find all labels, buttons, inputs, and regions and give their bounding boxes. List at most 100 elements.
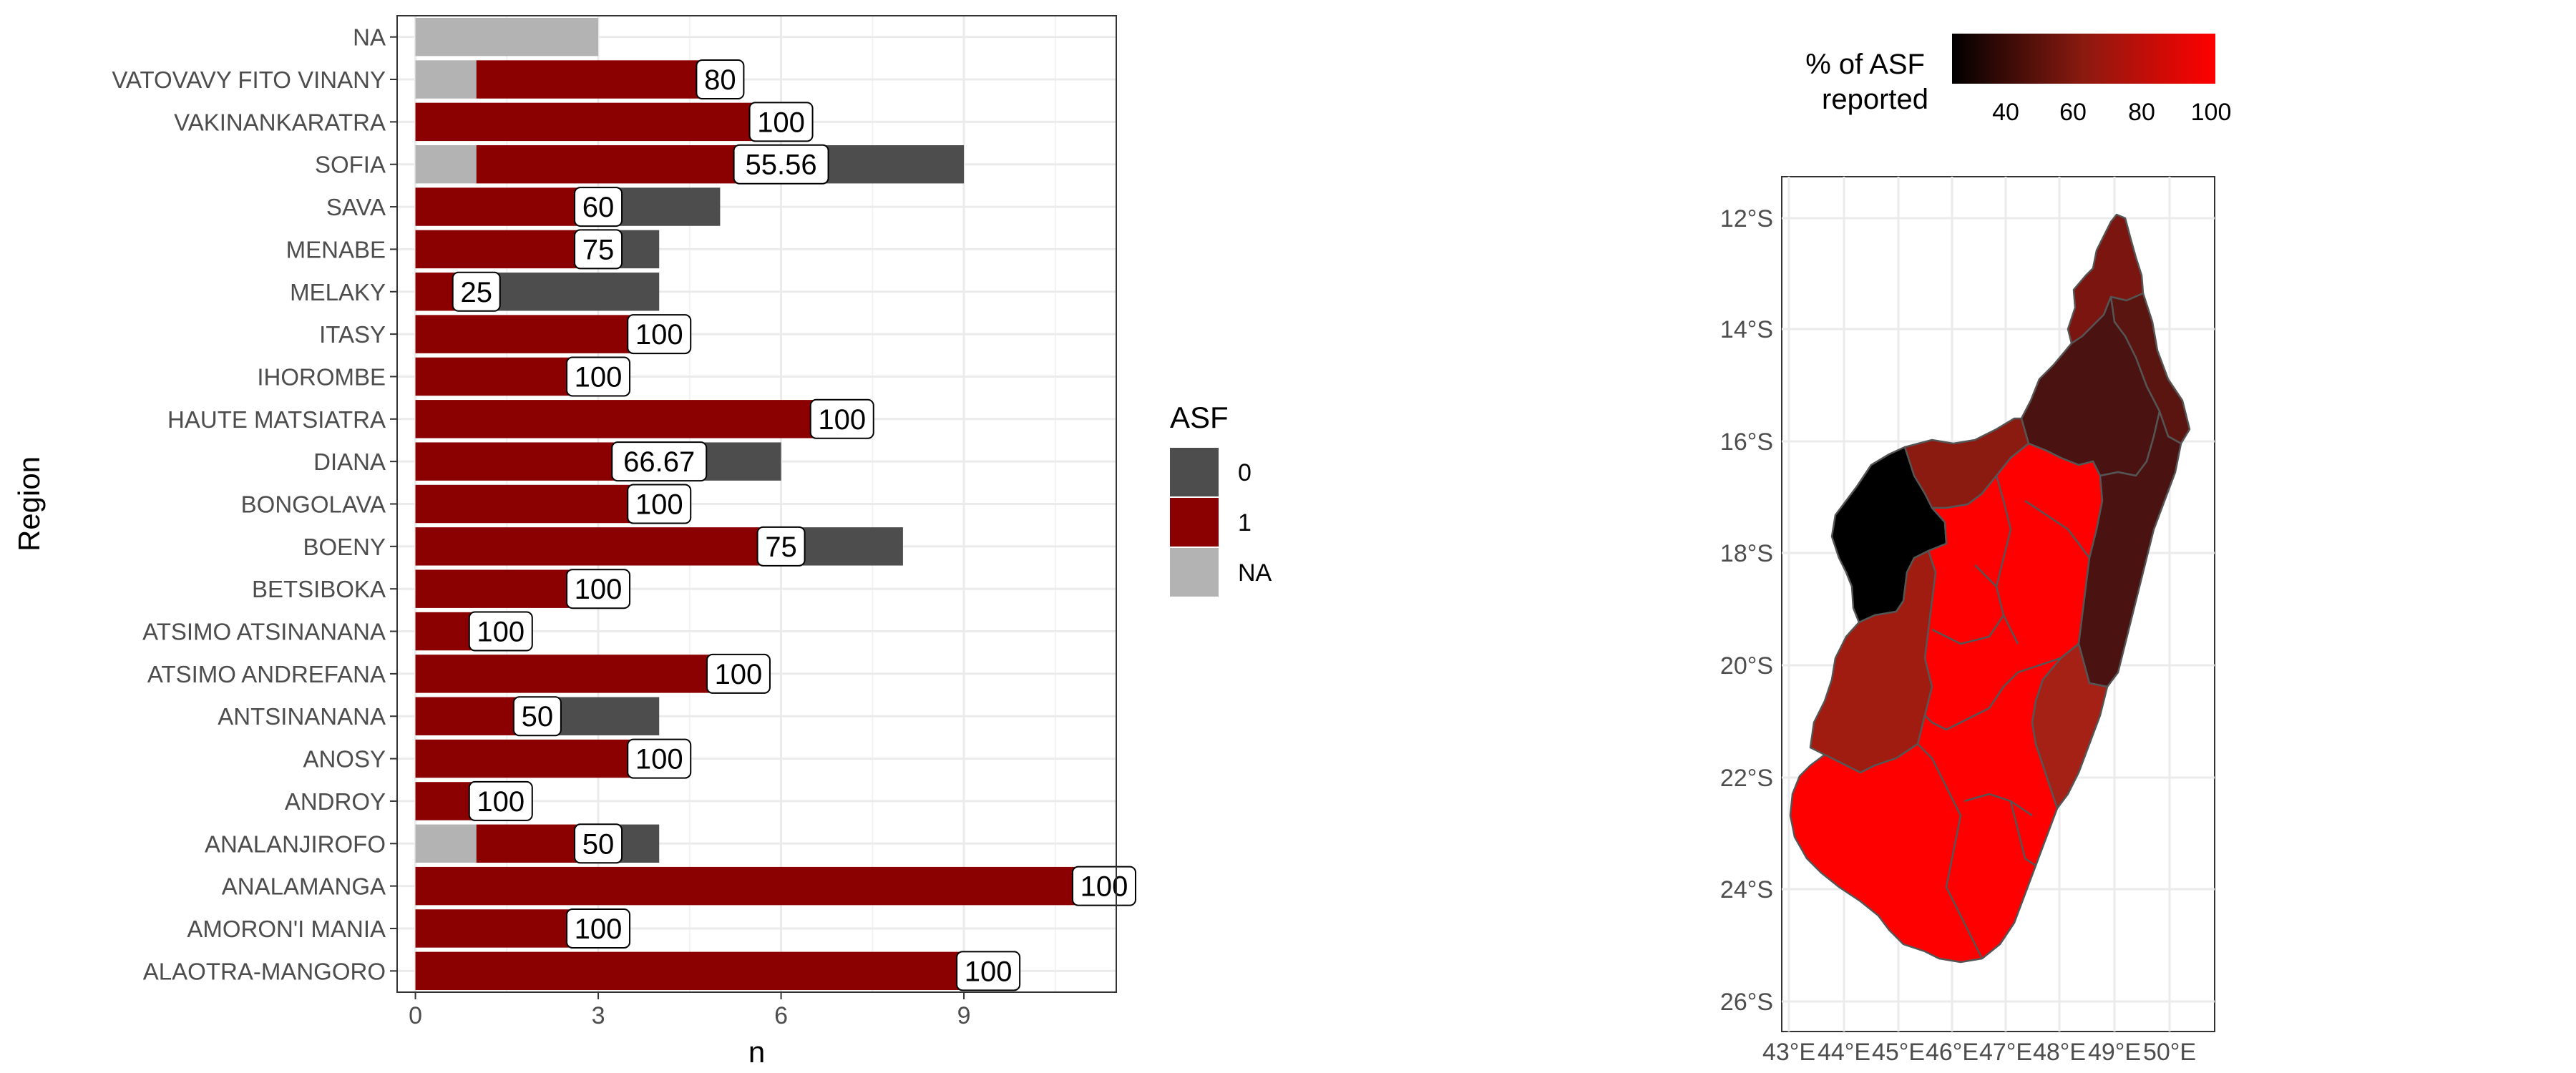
data-label: 60	[582, 192, 615, 223]
legend-key	[1170, 498, 1219, 547]
data-label: 100	[818, 404, 866, 436]
data-label: 100	[575, 913, 623, 945]
data-label-box	[733, 144, 829, 185]
lat-tick-26: 26°S	[1720, 989, 1773, 1016]
data-label: 100	[635, 489, 683, 521]
region-analamanga-center	[1923, 442, 2104, 731]
bar-segment-asf-1	[476, 60, 721, 99]
data-label-box	[611, 441, 708, 482]
region-vatovavy	[2031, 642, 2109, 810]
data-label-box	[748, 102, 814, 142]
x-tick-label: 9	[957, 1002, 971, 1029]
data-label: 55.56	[746, 150, 817, 181]
legend-key	[1170, 548, 1219, 597]
data-label: 100	[757, 107, 805, 138]
lon-tick-48: 48°E	[2033, 1039, 2086, 1066]
data-label-box	[512, 696, 562, 737]
data-label-box	[566, 908, 631, 949]
data-label-box	[627, 738, 692, 779]
colorbar-title-line1: % of ASF	[1805, 49, 1925, 80]
lon-tick-43: 43°E	[1762, 1039, 1815, 1066]
region-boeny	[1903, 417, 2030, 509]
madagascar-regions	[1789, 213, 2191, 964]
legend-label: 1	[1238, 509, 1252, 536]
lat-tick-14: 14°S	[1720, 316, 1773, 343]
data-label-box	[566, 356, 631, 397]
bar-segment-asf-1	[415, 655, 738, 693]
lon-tick-50: 50°E	[2143, 1039, 2196, 1066]
data-label: 66.67	[623, 446, 695, 478]
data-label: 100	[715, 659, 763, 690]
legend-key	[1170, 448, 1219, 496]
data-label: 100	[477, 786, 525, 818]
bar-segment-asf-1	[476, 145, 781, 184]
data-label-box	[696, 59, 745, 100]
data-label-box	[574, 229, 623, 270]
bar-segment-asf-1	[415, 400, 842, 438]
lat-tick-20: 20°S	[1720, 652, 1773, 680]
plot-frame	[396, 15, 1117, 993]
data-label: 50	[582, 828, 615, 860]
lat-tick-22: 22°S	[1720, 765, 1773, 792]
data-label-box	[627, 484, 692, 524]
bar-segment-asf-1	[415, 102, 781, 142]
lon-tick-49: 49°E	[2088, 1039, 2141, 1066]
y-tick-label: AMORON'I MANIA	[187, 916, 386, 942]
data-label: 25	[460, 277, 492, 308]
lat-tick-16: 16°S	[1720, 428, 1773, 456]
bar-segment-asf-na	[415, 60, 477, 99]
y-tick-label: ANALAMANGA	[222, 873, 386, 900]
y-tick-label: ANALANJIROFO	[205, 831, 386, 857]
y-tick-label: BOENY	[303, 534, 386, 560]
region-melaky	[1830, 446, 1948, 624]
y-tick-label: ANOSY	[303, 746, 386, 773]
colorbar-tick-80: 80	[2128, 99, 2155, 126]
y-axis-title: Region	[12, 456, 46, 552]
data-label-box	[627, 314, 692, 355]
y-tick-label: SOFIA	[315, 152, 386, 178]
lon-tick-44: 44°E	[1818, 1039, 1870, 1066]
data-label: 100	[1080, 871, 1128, 903]
map-frame	[1781, 176, 2215, 1032]
y-tick-label: DIANA	[313, 449, 386, 475]
data-label: 75	[765, 531, 797, 563]
x-tick-label: 6	[774, 1002, 788, 1029]
data-label: 100	[575, 574, 623, 605]
y-tick-label: ATSIMO ATSINANANA	[142, 619, 386, 645]
bar-segment-asf-na	[415, 145, 477, 184]
data-label: 100	[965, 956, 1013, 987]
data-label: 100	[477, 617, 525, 648]
bar-segment-asf-1	[415, 484, 660, 524]
data-label-box	[1071, 866, 1136, 906]
bar-segment-asf-1	[415, 866, 1104, 906]
map-gridlines	[1782, 177, 2215, 1032]
y-tick-label: HAUTE MATSIATRA	[167, 406, 386, 433]
lat-tick-12: 12°S	[1720, 205, 1773, 232]
lon-tick-45: 45°E	[1872, 1039, 1925, 1066]
x-tick-label: 0	[409, 1002, 422, 1029]
map-lat-axis: 12°S 14°S 16°S 18°S 20°S 22°S 24°S 26°S	[1720, 205, 1773, 1016]
legend-label: 0	[1238, 459, 1252, 486]
region-south-center	[1789, 657, 2062, 964]
bar-segment-asf-1	[415, 230, 599, 269]
data-label: 80	[704, 64, 736, 96]
y-tick-label: IHOROMBE	[257, 363, 386, 390]
data-label-box	[566, 569, 631, 609]
data-label-box	[452, 271, 501, 312]
y-tick-label: ITASY	[319, 321, 386, 348]
y-tick-label: MELAKY	[290, 279, 386, 305]
y-tick-label: MENABE	[286, 236, 386, 263]
lon-tick-46: 46°E	[1926, 1039, 1979, 1066]
map-lon-axis: 43°E 44°E 45°E 46°E 47°E 48°E 49°E 50°E	[1762, 1039, 2196, 1066]
bar-segment-asf-1	[415, 739, 660, 778]
legend-title: ASF	[1170, 401, 1229, 434]
data-label-box	[756, 526, 806, 567]
legend-label: NA	[1238, 559, 1272, 587]
region-menabe	[1809, 549, 1937, 774]
data-label: 100	[635, 744, 683, 775]
region-sava	[2109, 292, 2191, 445]
bar-segment-asf-1	[415, 527, 781, 566]
y-tick-label: SAVA	[326, 194, 386, 220]
region-diana	[2067, 213, 2145, 345]
x-tick-label: 3	[592, 1002, 605, 1029]
